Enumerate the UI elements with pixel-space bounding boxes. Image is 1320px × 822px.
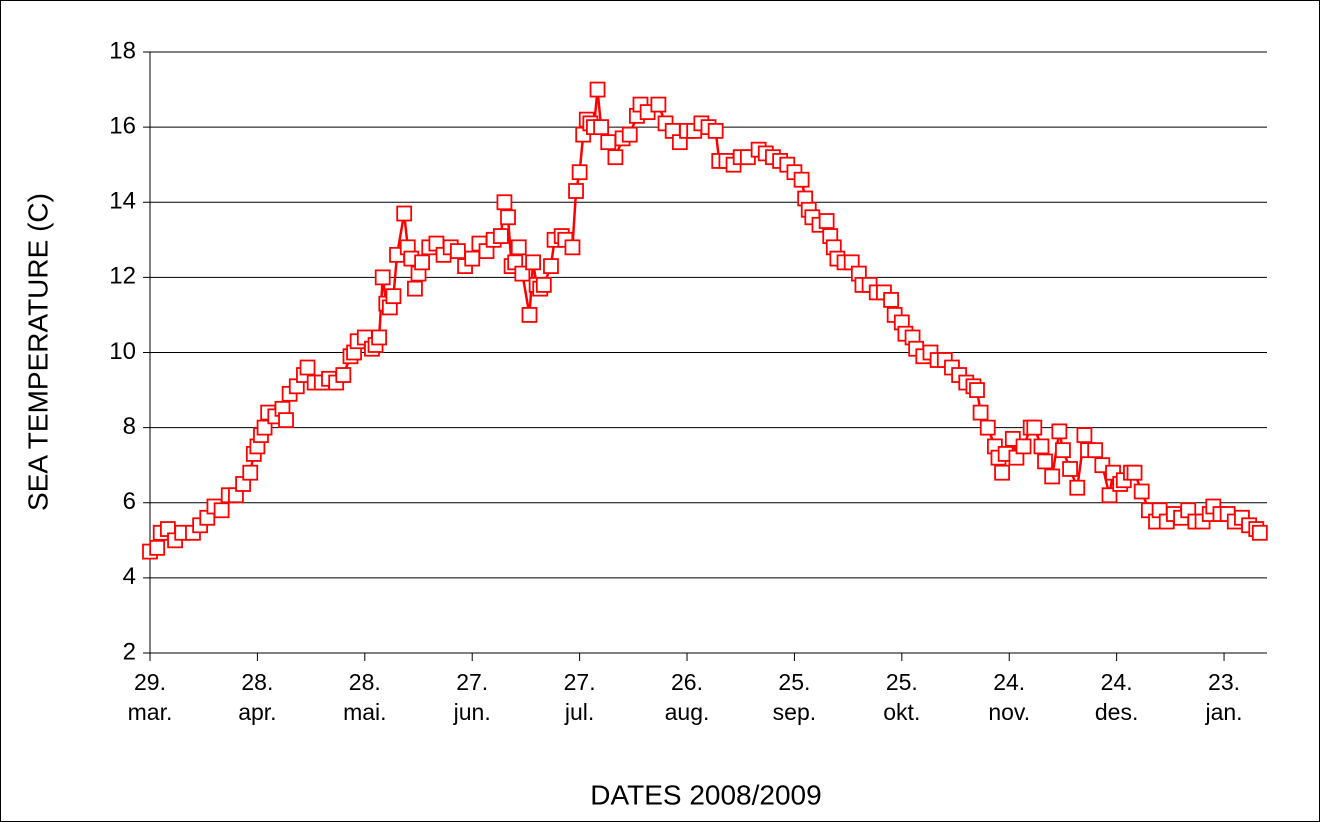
x-tick-label: 26. aug.	[627, 667, 747, 727]
x-tick-label: 28. apr.	[197, 667, 317, 727]
data-point	[494, 229, 508, 243]
x-tick-label: 27. jul.	[520, 667, 640, 727]
x-axis-title: DATES 2008/2009	[590, 779, 821, 810]
data-point	[601, 135, 615, 149]
x-tick-label: 29. mar.	[90, 667, 210, 727]
x-tick-label: 24. nov.	[949, 667, 1069, 727]
y-tick-label: 6	[123, 488, 136, 515]
data-point	[376, 270, 390, 284]
y-tick-label: 14	[109, 188, 136, 215]
data-point	[150, 541, 164, 555]
data-point	[501, 210, 515, 224]
data-point	[465, 252, 479, 266]
data-point	[1056, 443, 1070, 457]
x-tick-label: 24. des.	[1057, 667, 1177, 727]
data-point	[1052, 424, 1066, 438]
data-point	[1027, 421, 1041, 435]
data-point	[1070, 481, 1084, 495]
data-point	[709, 124, 723, 138]
data-point	[522, 308, 536, 322]
data-point	[372, 330, 386, 344]
x-tick-label: 25. okt.	[842, 667, 962, 727]
data-point	[397, 207, 411, 221]
y-tick-label: 18	[109, 37, 136, 64]
data-point	[1063, 462, 1077, 476]
data-point	[386, 289, 400, 303]
data-point	[1017, 439, 1031, 453]
y-tick-label: 10	[109, 338, 136, 365]
data-point	[301, 361, 315, 375]
data-point	[1034, 439, 1048, 453]
x-tick-label: 28. mai.	[305, 667, 425, 727]
data-point	[608, 150, 622, 164]
data-point	[884, 293, 898, 307]
data-point	[569, 184, 583, 198]
data-point	[573, 165, 587, 179]
chart: DATES 2008/2009 SEA TEMPERATURE (C) 2 4 6 8…	[0, 0, 1320, 822]
data-point	[1038, 454, 1052, 468]
data-point	[451, 244, 465, 258]
data-point	[537, 278, 551, 292]
data-point	[279, 413, 293, 427]
data-point	[1135, 484, 1149, 498]
x-tick-label: 23. jan.	[1164, 667, 1284, 727]
data-point	[565, 240, 579, 254]
data-point	[544, 259, 558, 273]
data-point	[415, 255, 429, 269]
data-point	[336, 368, 350, 382]
data-point	[594, 120, 608, 134]
data-point	[795, 173, 809, 187]
y-axis-title: SEA TEMPERATURE (C)	[22, 193, 53, 511]
y-tick-label: 16	[109, 112, 136, 139]
data-point	[995, 466, 1009, 480]
data-point	[623, 128, 637, 142]
y-tick-label: 2	[123, 638, 136, 665]
data-point	[512, 240, 526, 254]
data-point	[408, 282, 422, 296]
data-point	[1088, 443, 1102, 457]
x-tick-label: 25. sep.	[734, 667, 854, 727]
data-point	[974, 406, 988, 420]
data-point	[497, 195, 511, 209]
data-point	[215, 503, 229, 517]
y-tick-label: 4	[123, 563, 136, 590]
data-point	[651, 98, 665, 112]
data-point	[1045, 469, 1059, 483]
data-point	[981, 421, 995, 435]
x-tick-label: 27. jun.	[412, 667, 532, 727]
data-point	[970, 383, 984, 397]
data-point	[243, 466, 257, 480]
data-point	[820, 214, 834, 228]
y-tick-label: 8	[123, 413, 136, 440]
data-point	[591, 83, 605, 97]
data-point	[526, 255, 540, 269]
data-point	[1253, 526, 1267, 540]
data-point	[1128, 466, 1142, 480]
y-tick-label: 12	[109, 263, 136, 290]
data-point	[1077, 428, 1091, 442]
